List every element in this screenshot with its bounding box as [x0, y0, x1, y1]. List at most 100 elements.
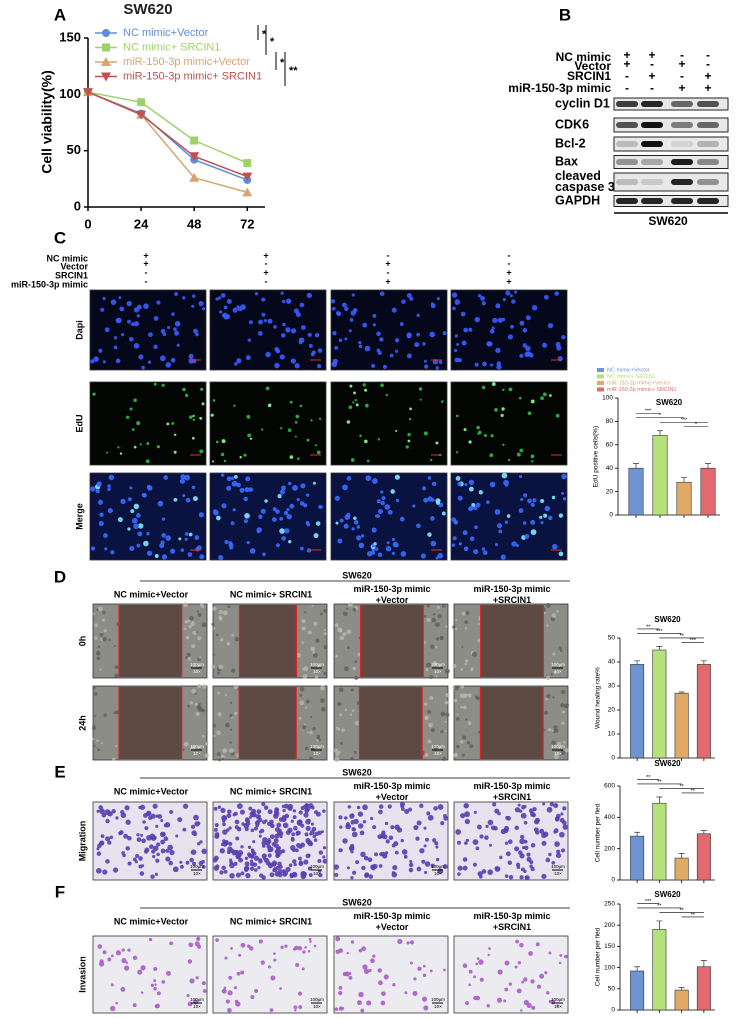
cell — [303, 666, 309, 672]
y-tick-label: 0 — [609, 512, 613, 519]
cell — [364, 388, 368, 392]
cell — [113, 336, 118, 340]
cell — [244, 861, 250, 867]
cell — [559, 954, 563, 957]
cell — [154, 983, 157, 986]
cell — [517, 803, 521, 807]
bar — [652, 929, 667, 1011]
cell — [219, 310, 223, 314]
cell — [156, 991, 161, 996]
cell — [346, 476, 352, 481]
cell — [384, 504, 391, 510]
cell — [240, 942, 246, 948]
cell — [391, 537, 396, 542]
cell — [430, 644, 435, 649]
cell — [130, 322, 135, 327]
cell — [248, 320, 253, 325]
cell — [272, 507, 277, 512]
cell — [101, 812, 107, 818]
cell — [215, 297, 219, 301]
cell — [489, 453, 494, 458]
cell — [323, 645, 328, 650]
cell — [211, 664, 215, 669]
scale-label: 10× — [193, 871, 201, 876]
cell — [143, 303, 149, 310]
cell — [143, 849, 149, 854]
column-label: miR-150-3p mimic — [353, 781, 430, 791]
cell — [385, 839, 390, 844]
cell — [273, 958, 277, 962]
column-label: NC mimic+ SRCIN1 — [230, 589, 312, 599]
cell — [113, 711, 117, 715]
cell — [183, 602, 188, 608]
cell — [226, 813, 232, 818]
cell — [432, 612, 436, 616]
cell — [264, 859, 268, 863]
cell — [429, 969, 433, 973]
cell — [477, 430, 482, 435]
cell — [521, 804, 526, 810]
y-tick-label: 40 — [608, 659, 616, 666]
cell — [165, 856, 171, 862]
scale-label: 100μm — [190, 744, 204, 749]
cell — [157, 500, 164, 507]
cell — [462, 857, 468, 862]
cell — [184, 532, 189, 536]
panel-label: C — [54, 228, 66, 247]
cell — [339, 635, 344, 641]
cell — [93, 692, 98, 696]
cell — [295, 962, 300, 967]
cell — [153, 967, 158, 971]
cell — [213, 827, 218, 832]
cell — [291, 832, 296, 837]
blot-band — [641, 141, 663, 147]
cell — [388, 835, 394, 840]
x-tick-label: 72 — [240, 216, 254, 231]
cell — [503, 999, 507, 1003]
cell — [515, 543, 519, 547]
cell — [182, 748, 185, 751]
cell — [96, 656, 100, 660]
cell — [350, 876, 354, 880]
micrograph — [330, 381, 448, 466]
cell — [127, 497, 132, 502]
cell — [101, 618, 106, 622]
cell — [267, 318, 273, 324]
cell — [385, 393, 388, 397]
cell — [455, 829, 462, 835]
section-header: SW620 — [342, 897, 372, 907]
cell — [234, 637, 239, 642]
cell — [361, 946, 367, 952]
blot-band — [671, 141, 693, 147]
cell — [92, 612, 96, 615]
cell — [142, 820, 146, 824]
cell — [442, 331, 447, 336]
cell — [161, 980, 166, 984]
cell — [498, 529, 503, 534]
cell — [479, 977, 484, 982]
error-bar — [656, 920, 663, 930]
cell — [452, 664, 457, 668]
cell — [528, 951, 533, 956]
cell — [479, 834, 484, 839]
cell — [160, 818, 164, 823]
cell — [371, 866, 376, 871]
cell — [502, 388, 505, 392]
cell — [356, 525, 361, 529]
cell — [524, 534, 530, 539]
cell — [334, 873, 339, 877]
cell — [427, 476, 432, 480]
cell — [277, 868, 283, 874]
cell — [240, 871, 245, 876]
cell — [114, 665, 119, 670]
legend-marker — [102, 29, 110, 37]
micrograph — [330, 472, 448, 561]
cell — [372, 954, 376, 958]
cell — [109, 835, 114, 840]
cell — [453, 520, 459, 525]
cell — [424, 870, 428, 874]
protein-label: Bax — [555, 154, 578, 168]
cell — [180, 474, 186, 480]
cell — [423, 359, 427, 363]
cell — [465, 693, 469, 696]
